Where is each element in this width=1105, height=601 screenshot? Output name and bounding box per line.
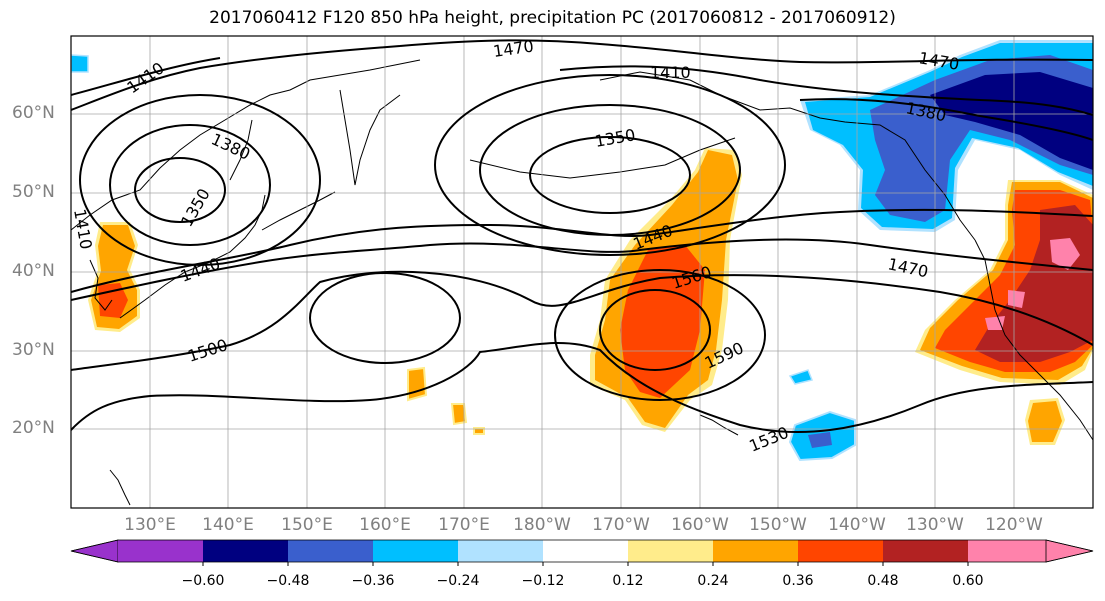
colorbar-tick-label: −0.48 xyxy=(266,573,310,589)
contour-label: 1410 xyxy=(650,63,691,82)
lon-label: 130°E xyxy=(124,515,176,535)
colorbar-tick-label: 0.48 xyxy=(867,573,899,589)
coast-kurils xyxy=(261,191,336,231)
contour-north-1380 xyxy=(799,98,1093,141)
colorbar-tick-label: −0.24 xyxy=(436,573,480,589)
lat-label-50n: 50°N xyxy=(12,182,55,202)
contour-low-west-1350 xyxy=(134,157,226,223)
lat-label-60n: 60°N xyxy=(12,103,55,123)
precip-shading xyxy=(71,40,1093,462)
contour-high-west xyxy=(309,272,461,364)
contour-low-central-1410 xyxy=(434,74,786,256)
contour-north-1470 xyxy=(399,39,1093,64)
colorbar-swatch xyxy=(458,540,543,562)
colorbar-ticks xyxy=(202,562,969,566)
colorbar-swatch xyxy=(798,540,883,562)
precip-patch-a xyxy=(407,366,428,402)
colorbar-swatch-over xyxy=(1045,539,1094,563)
map-title: 2017060412 F120 850 hPa height, precipit… xyxy=(209,8,896,28)
contour-high-inner xyxy=(599,289,711,371)
contour-1440 xyxy=(71,208,1093,293)
colorbar-swatch xyxy=(713,540,798,562)
lon-label: 160°E xyxy=(359,515,411,535)
coast-north-america xyxy=(974,239,1093,441)
contour-low-central-1350 xyxy=(529,136,691,214)
colorbar-swatch xyxy=(543,540,628,562)
contour-label: 1470 xyxy=(917,48,960,74)
contour-1500 xyxy=(71,270,1093,371)
precip-hawaii-royal xyxy=(808,432,832,448)
lon-label: 120°W xyxy=(985,515,1043,535)
precip-baja-orange xyxy=(1028,401,1062,442)
precip-east-pink-1 xyxy=(1050,238,1080,270)
lon-label: 140°E xyxy=(202,515,254,535)
contour-low-west-1380 xyxy=(109,124,271,246)
lat-label-20n: 20°N xyxy=(12,418,55,438)
coast-asia-mainland xyxy=(71,59,421,231)
coast-ryukyu xyxy=(109,469,131,506)
lat-label-40n: 40°N xyxy=(12,261,55,281)
colorbar-tick-label: 0.60 xyxy=(952,573,984,589)
contour-northwest-1410b xyxy=(71,57,221,96)
colorbar-swatch xyxy=(628,540,713,562)
lon-label: 170°E xyxy=(438,515,490,535)
contour-label: 1350 xyxy=(593,125,636,151)
colorbar-tick-label: −0.12 xyxy=(521,573,565,589)
lon-label: 150°E xyxy=(281,515,333,535)
precip-dot-sky xyxy=(788,369,814,385)
contour-label: 1350 xyxy=(177,185,214,230)
coast-hawaii xyxy=(699,414,739,436)
coast-sakhalin xyxy=(229,119,253,181)
map-frame xyxy=(70,35,1094,509)
coast-alaska xyxy=(599,71,976,241)
colorbar-tick-label: 0.12 xyxy=(612,573,644,589)
graticule xyxy=(71,36,1093,508)
contour-northwest-1410 xyxy=(71,45,401,111)
precip-patch-b xyxy=(450,403,468,426)
contour-label: 1470 xyxy=(886,254,930,281)
contour-low-west-1410 xyxy=(79,94,321,266)
height-contours xyxy=(71,39,1093,433)
precip-central-red xyxy=(620,245,705,398)
precip-patch-c xyxy=(473,427,485,435)
colorbar-swatch xyxy=(373,540,458,562)
lon-label: 180°W xyxy=(513,515,571,535)
contour-1530 xyxy=(71,341,1093,433)
contour-label: 1440 xyxy=(178,254,223,286)
colorbar-swatch xyxy=(203,540,288,562)
contour-label: 1500 xyxy=(185,335,230,366)
colorbar-swatch xyxy=(883,540,968,562)
colorbar-tick-label: −0.36 xyxy=(351,573,395,589)
lon-label: 160°W xyxy=(671,515,729,535)
lon-label: 170°W xyxy=(592,515,650,535)
colorbar-swatch xyxy=(288,540,373,562)
contour-label: 1410 xyxy=(123,58,167,97)
colorbar-swatch-under xyxy=(70,539,119,563)
lat-label-30n: 30°N xyxy=(12,340,55,360)
colorbar-swatch xyxy=(968,540,1046,562)
colorbar-outline xyxy=(70,539,1094,563)
lon-label: 130°W xyxy=(906,515,964,535)
coastlines xyxy=(71,59,1093,506)
lon-label: 150°W xyxy=(749,515,807,535)
colorbar xyxy=(70,539,1094,566)
coast-kamchatka xyxy=(339,89,401,186)
precip-east-pink-3 xyxy=(985,316,1005,330)
colorbar-swatch xyxy=(118,540,203,562)
precip-east-pink-2 xyxy=(1008,290,1025,308)
colorbar-tick-label: 0.24 xyxy=(697,573,729,589)
colorbar-tick-label: 0.36 xyxy=(782,573,814,589)
contour-1470 xyxy=(71,238,1093,301)
precip-corner-sky xyxy=(71,54,89,73)
contour-label: 1380 xyxy=(208,129,253,163)
colorbar-tick-label: −0.60 xyxy=(181,573,225,589)
lon-label: 140°W xyxy=(828,515,886,535)
contour-high-1590 xyxy=(554,269,766,401)
contour-north-1410 xyxy=(559,65,1093,116)
